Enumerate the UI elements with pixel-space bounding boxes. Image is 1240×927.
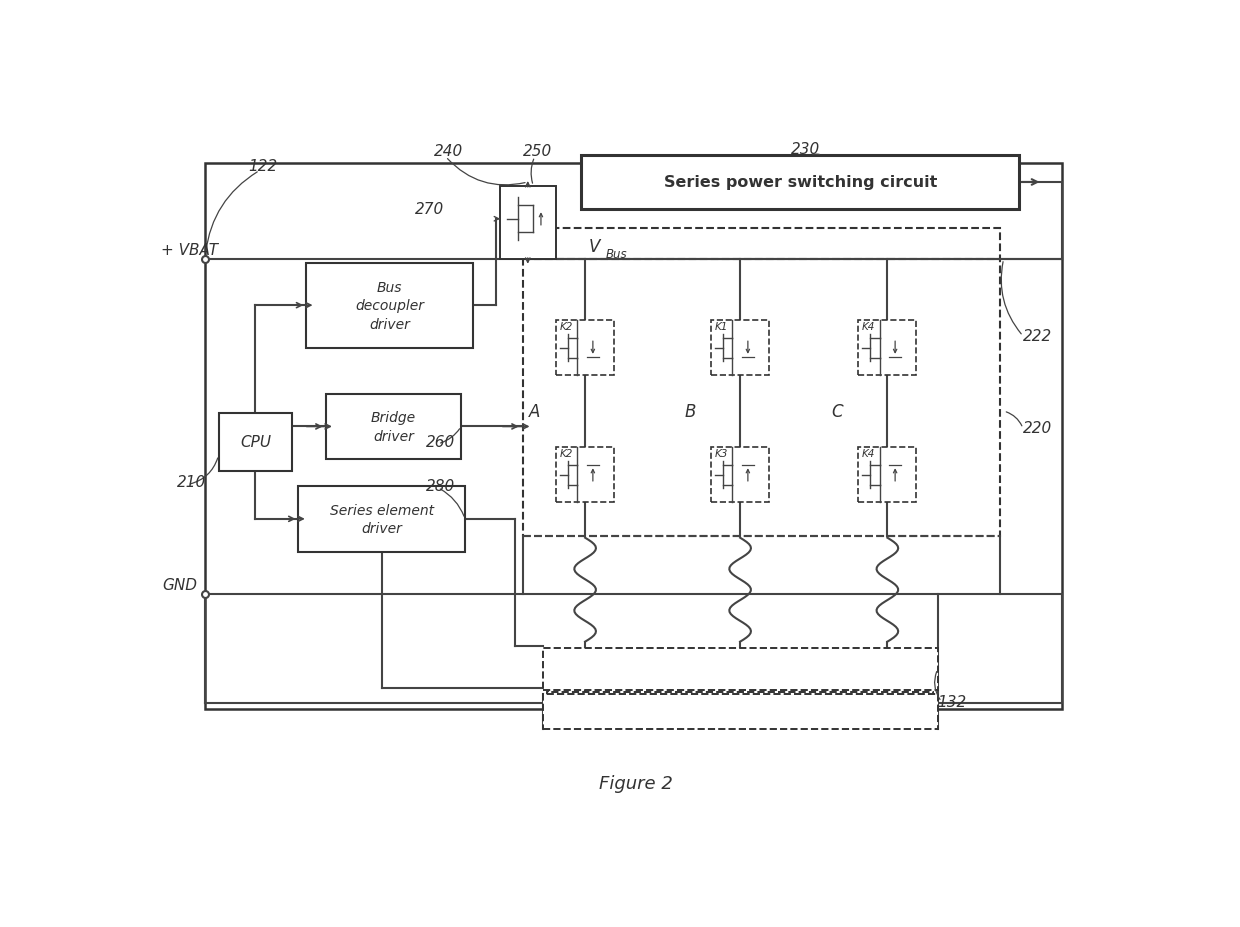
Bar — [858, 321, 916, 375]
Text: K2: K2 — [560, 322, 573, 332]
Text: K1: K1 — [715, 322, 728, 332]
Text: 220: 220 — [1023, 421, 1053, 436]
Text: CPU: CPU — [239, 435, 270, 450]
Text: K4: K4 — [862, 322, 875, 332]
Text: K3: K3 — [715, 449, 728, 459]
Bar — [858, 448, 916, 502]
Text: 240: 240 — [434, 144, 464, 159]
Bar — [299, 487, 465, 552]
Bar — [556, 321, 614, 375]
Text: Series element
driver: Series element driver — [330, 503, 434, 536]
Text: 270: 270 — [414, 201, 444, 217]
Text: Figure 2: Figure 2 — [599, 774, 672, 792]
Text: Bridge
driver: Bridge driver — [371, 411, 415, 443]
Text: V: V — [589, 238, 600, 256]
Text: Bus: Bus — [606, 248, 627, 260]
Bar — [582, 156, 1019, 210]
Bar — [325, 394, 461, 460]
Text: 230: 230 — [791, 143, 820, 158]
Bar — [218, 413, 293, 471]
Bar — [206, 163, 1061, 710]
Text: 250: 250 — [523, 144, 552, 159]
Bar — [547, 692, 932, 725]
Text: A: A — [529, 402, 541, 421]
Text: 280: 280 — [427, 478, 455, 493]
Bar — [711, 448, 769, 502]
Text: 122: 122 — [248, 159, 278, 174]
Text: 260: 260 — [427, 435, 455, 450]
Text: 222: 222 — [1023, 328, 1053, 343]
Text: K4: K4 — [862, 449, 875, 459]
Bar — [543, 694, 937, 729]
Text: K2: K2 — [560, 449, 573, 459]
Text: GND: GND — [162, 577, 197, 592]
Bar — [556, 448, 614, 502]
Text: Series power switching circuit: Series power switching circuit — [663, 175, 937, 190]
Bar — [500, 186, 556, 260]
Text: + VBAT: + VBAT — [161, 242, 218, 258]
Text: 210: 210 — [176, 475, 206, 489]
Text: 132: 132 — [937, 693, 967, 709]
Text: C: C — [831, 402, 843, 421]
Bar — [711, 321, 769, 375]
Text: Bus
decoupler
driver: Bus decoupler driver — [355, 281, 424, 331]
Text: B: B — [684, 402, 696, 421]
Bar — [306, 263, 472, 349]
Bar — [523, 229, 999, 537]
Bar — [543, 648, 937, 691]
